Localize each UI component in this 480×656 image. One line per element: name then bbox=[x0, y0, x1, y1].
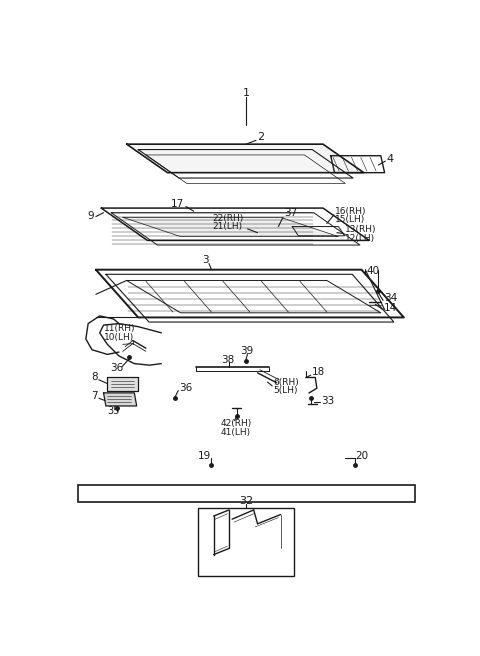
Text: 13(RH): 13(RH) bbox=[345, 225, 376, 234]
Text: 9: 9 bbox=[88, 211, 94, 221]
Text: 4: 4 bbox=[386, 154, 393, 164]
Text: 38: 38 bbox=[221, 355, 235, 365]
Text: 10(LH): 10(LH) bbox=[104, 333, 134, 342]
Text: 21(LH): 21(LH) bbox=[212, 222, 242, 231]
Text: 42(RH): 42(RH) bbox=[221, 419, 252, 428]
Polygon shape bbox=[127, 281, 381, 313]
Polygon shape bbox=[127, 144, 364, 173]
Text: 5(LH): 5(LH) bbox=[274, 386, 298, 395]
Text: 33: 33 bbox=[322, 396, 335, 405]
Text: 7: 7 bbox=[91, 391, 97, 401]
Bar bbox=[78, 485, 415, 502]
Text: 36: 36 bbox=[179, 383, 192, 393]
Text: 15(LH): 15(LH) bbox=[335, 215, 365, 224]
Text: 1: 1 bbox=[242, 88, 250, 98]
Polygon shape bbox=[108, 377, 138, 390]
Text: 19: 19 bbox=[198, 451, 212, 461]
Text: 34: 34 bbox=[384, 293, 397, 303]
Bar bbox=[198, 508, 294, 576]
Text: 40: 40 bbox=[366, 266, 379, 276]
Text: 6(RH): 6(RH) bbox=[274, 378, 300, 386]
Text: 32: 32 bbox=[239, 496, 253, 506]
Text: 37: 37 bbox=[284, 209, 297, 218]
Text: 2: 2 bbox=[258, 133, 264, 142]
Text: 39: 39 bbox=[240, 346, 254, 356]
Polygon shape bbox=[123, 217, 338, 237]
Text: 20: 20 bbox=[355, 451, 369, 461]
Text: 41(LH): 41(LH) bbox=[221, 428, 251, 438]
Text: 14: 14 bbox=[384, 303, 397, 313]
Text: 16(RH): 16(RH) bbox=[335, 207, 366, 216]
Text: 22(RH): 22(RH) bbox=[212, 214, 243, 222]
Text: 36: 36 bbox=[110, 363, 123, 373]
Text: 35: 35 bbox=[108, 406, 120, 417]
Text: 3: 3 bbox=[202, 255, 209, 266]
Text: 8: 8 bbox=[91, 373, 97, 382]
Text: 12(LH): 12(LH) bbox=[345, 234, 375, 243]
Text: 17: 17 bbox=[171, 199, 184, 209]
Text: 11(RH): 11(RH) bbox=[104, 325, 135, 333]
Text: 18: 18 bbox=[312, 367, 324, 377]
Polygon shape bbox=[104, 393, 137, 406]
